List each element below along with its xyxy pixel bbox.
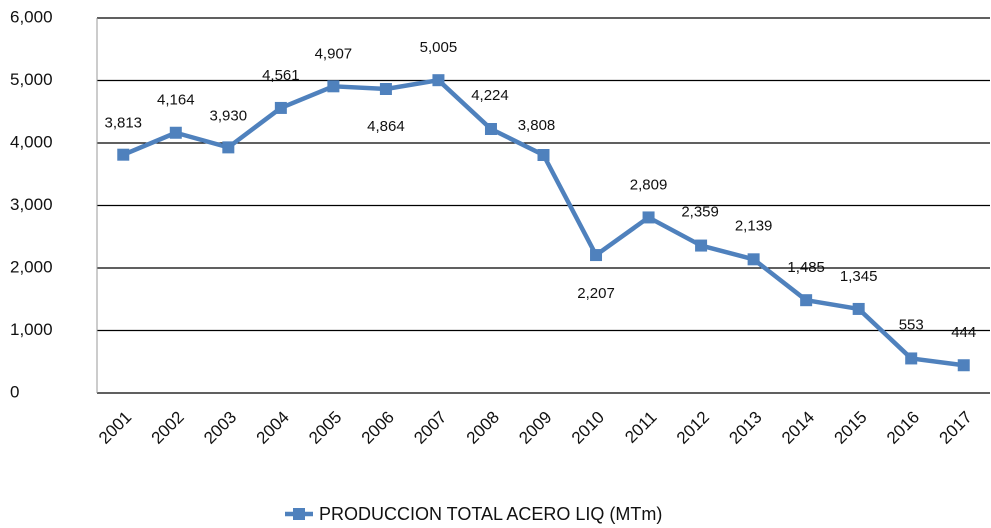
- data-label: 2,359: [681, 204, 719, 221]
- x-tick-label: 2016: [883, 408, 923, 448]
- data-label: 4,864: [367, 118, 405, 135]
- data-point: [169, 126, 182, 139]
- x-tick-label: 2013: [725, 408, 765, 448]
- data-point: [327, 80, 340, 93]
- x-tick-label: 2005: [305, 408, 345, 448]
- y-tick-label: 0: [10, 382, 19, 401]
- y-tick-label: 2,000: [10, 257, 53, 276]
- data-label: 2,809: [630, 176, 668, 193]
- data-label: 3,930: [210, 107, 248, 124]
- data-point: [800, 294, 813, 307]
- x-tick-label: 2003: [200, 408, 240, 448]
- x-tick-label: 2007: [410, 408, 450, 448]
- x-tick-label: 2006: [358, 408, 398, 448]
- x-tick-label: 2009: [515, 408, 555, 448]
- x-tick-label: 2017: [936, 408, 976, 448]
- data-point: [747, 253, 760, 266]
- data-point: [432, 74, 445, 87]
- data-label: 2,207: [577, 285, 615, 302]
- data-point: [642, 211, 655, 224]
- data-label: 3,813: [104, 115, 142, 132]
- data-point: [222, 141, 235, 154]
- data-label: 1,485: [787, 259, 825, 276]
- data-label: 1,345: [840, 268, 878, 285]
- data-point: [905, 352, 918, 365]
- x-tick-label: 2012: [673, 408, 713, 448]
- legend-label: PRODUCCION TOTAL ACERO LIQ (MTm): [319, 504, 662, 524]
- data-label: 5,005: [420, 39, 458, 56]
- y-tick-label: 5,000: [10, 70, 53, 89]
- data-label: 2,139: [735, 217, 773, 234]
- data-point: [537, 149, 550, 161]
- data-point: [379, 83, 392, 95]
- y-tick-label: 4,000: [10, 132, 53, 151]
- data-point: [117, 148, 130, 161]
- data-label: 4,164: [157, 92, 195, 109]
- x-tick-label: 2004: [253, 408, 293, 448]
- x-tick-label: 2008: [463, 408, 503, 448]
- y-tick-label: 1,000: [10, 320, 53, 339]
- x-tick-label: 2010: [568, 408, 608, 448]
- data-label: 444: [951, 324, 976, 341]
- x-tick-label: 2015: [830, 408, 870, 448]
- x-tick-label: 2002: [148, 408, 188, 448]
- data-point: [274, 101, 287, 114]
- data-point: [695, 239, 708, 252]
- x-tick-label: 2014: [778, 408, 818, 448]
- legend-marker: [293, 508, 305, 520]
- data-label: 4,224: [471, 87, 509, 104]
- y-tick-label: 6,000: [10, 7, 53, 26]
- data-label: 3,808: [518, 117, 556, 134]
- data-point: [852, 302, 865, 315]
- y-tick-label: 3,000: [10, 195, 53, 214]
- data-label: 4,907: [315, 45, 353, 62]
- x-tick-label: 2001: [95, 408, 135, 448]
- data-point: [957, 359, 970, 372]
- x-tick-label: 2011: [621, 408, 660, 447]
- data-label: 553: [899, 316, 924, 333]
- data-point: [590, 249, 603, 262]
- data-label: 4,561: [262, 67, 300, 84]
- data-point: [484, 123, 497, 135]
